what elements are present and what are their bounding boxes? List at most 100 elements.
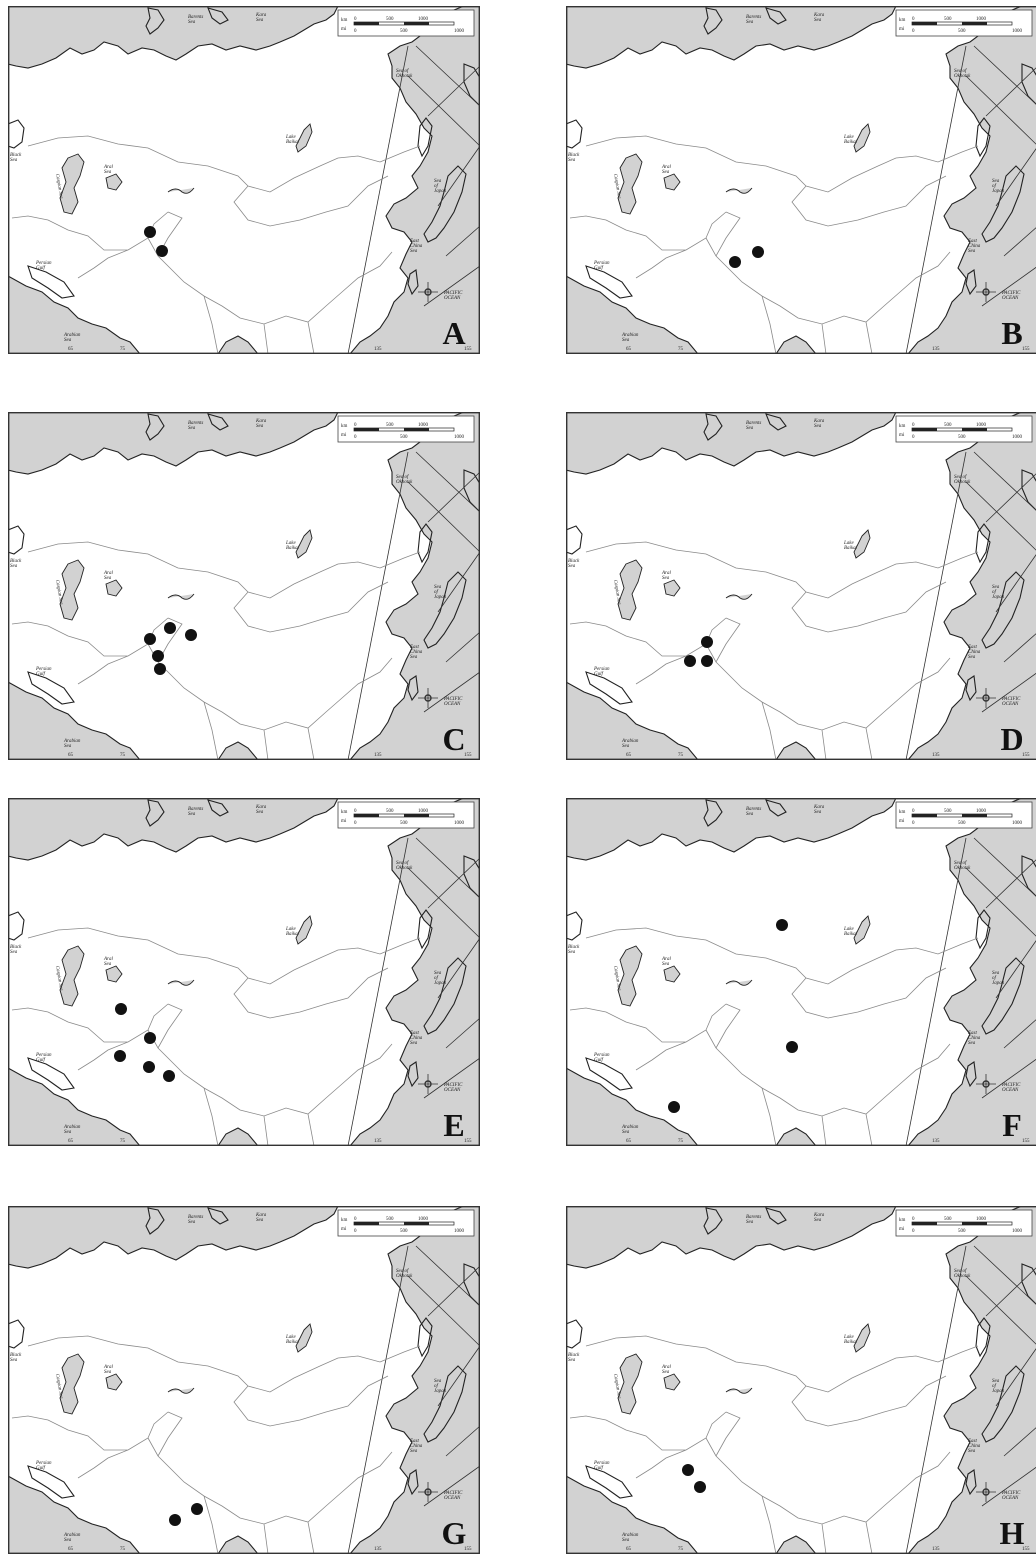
label-barents-sea-line: Barents bbox=[188, 421, 203, 426]
compass-rose-icon bbox=[976, 282, 996, 302]
scale-mi-tick: 1000 bbox=[454, 29, 465, 34]
caspian-sea bbox=[59, 153, 85, 215]
basemap: Sea ofOkhotskLakeBaikalAralSeaBlackSeaCa… bbox=[566, 1206, 1036, 1554]
arctic-ocean bbox=[8, 798, 338, 860]
scale-km-label: km bbox=[341, 424, 348, 429]
longitude-65: 65 bbox=[626, 1547, 632, 1552]
label-arabian-sea-line: Sea bbox=[622, 1130, 630, 1135]
scale-mi-label: mi bbox=[341, 1227, 347, 1232]
label-sea-of-okhotsk-line: Sea of bbox=[396, 69, 409, 74]
label-east-china-sea-line: China bbox=[968, 650, 981, 655]
label-aral-sea-line: Sea bbox=[104, 170, 112, 175]
label-east-china-sea-line: China bbox=[968, 1036, 981, 1041]
label-sea-of-japan-line: Japan bbox=[434, 981, 447, 986]
label-east-china-sea-line: China bbox=[410, 1444, 423, 1449]
label-kara-sea-line: Kara bbox=[813, 1213, 825, 1218]
scale-km-tick: 500 bbox=[944, 17, 952, 22]
label-aral-sea-line: Aral bbox=[103, 1365, 114, 1370]
scale-km-tick: 0 bbox=[354, 423, 357, 428]
label-persian-gulf-line: Gulf bbox=[594, 266, 604, 271]
label-east-china-sea-line: East bbox=[967, 1031, 978, 1036]
label-east-china-sea-line: Sea bbox=[968, 249, 976, 254]
lake-balkhash bbox=[167, 979, 195, 986]
label-pacific-ocean-line: PACIFIC bbox=[443, 697, 463, 702]
map-svg: Sea ofOkhotskLakeBaikalAralSeaBlackSeaCa… bbox=[8, 6, 480, 354]
longitude-135: 135 bbox=[932, 1547, 940, 1552]
occurrence-point bbox=[185, 629, 197, 641]
label-persian-gulf-line: Gulf bbox=[36, 1466, 46, 1471]
lake-balkhash bbox=[167, 187, 195, 194]
label-sea-of-okhotsk-line: Sea of bbox=[396, 475, 409, 480]
label-lake-baikal-line: Baikal bbox=[286, 140, 300, 145]
label-caspian-sea: Caspian Sea bbox=[54, 1373, 63, 1399]
label-persian-gulf-line: Persian bbox=[35, 1053, 52, 1058]
map-panel-e: Sea of Okhotsk Lake Baikal Aral Sea Black Sea Ca… bbox=[8, 798, 480, 1146]
label-east-china-sea-line: East bbox=[967, 239, 978, 244]
label-arabian-sea-line: Arabian bbox=[63, 739, 81, 744]
label-sea-of-okhotsk-line: Okhotsk bbox=[396, 1274, 413, 1279]
label-persian-gulf-line: Gulf bbox=[594, 1466, 604, 1471]
lake-balkhash bbox=[725, 979, 753, 986]
label-arabian-sea-line: Sea bbox=[64, 744, 72, 749]
label-pacific-ocean-line: OCEAN bbox=[1002, 702, 1019, 707]
label-kara-sea-line: Sea bbox=[256, 1218, 264, 1223]
label-sea-of-okhotsk-line: Sea of bbox=[954, 475, 967, 480]
label-barents-sea-line: Sea bbox=[746, 812, 754, 817]
longitude-135: 135 bbox=[932, 347, 940, 352]
scale-bar: km mi 0 500 1000 0 500 1000 bbox=[895, 1209, 1033, 1237]
arabian-sea bbox=[8, 682, 140, 760]
label-east-china-sea-line: Sea bbox=[968, 1041, 976, 1046]
scale-km-label: km bbox=[899, 1218, 906, 1223]
occurrence-point bbox=[143, 1061, 155, 1073]
label-kara-sea-line: Kara bbox=[255, 1213, 267, 1218]
label-east-china-sea-line: Sea bbox=[410, 1041, 418, 1046]
scale-km-tick: 0 bbox=[912, 17, 915, 22]
label-black-sea-line: Sea bbox=[568, 564, 576, 569]
label-black-sea-line: Sea bbox=[10, 1358, 18, 1363]
label-pacific-ocean-line: OCEAN bbox=[444, 702, 461, 707]
label-sea-of-okhotsk-line: Okhotsk bbox=[954, 74, 971, 79]
label-caspian-sea: Caspian Sea bbox=[612, 173, 621, 199]
label-black-sea-line: Black bbox=[568, 559, 580, 564]
label-pacific-ocean-line: OCEAN bbox=[444, 1496, 461, 1501]
label-arabian-sea-line: Sea bbox=[622, 744, 630, 749]
compass-rose-icon bbox=[418, 1074, 438, 1094]
longitude-135: 135 bbox=[374, 347, 382, 352]
label-persian-gulf-line: Persian bbox=[593, 1053, 610, 1058]
label-arabian-sea-line: Arabian bbox=[621, 1533, 639, 1538]
basemap: Sea ofOkhotskLakeBaikalAralSeaBlackSeaCa… bbox=[8, 798, 480, 1146]
label-persian-gulf-line: Gulf bbox=[594, 672, 604, 677]
longitude-75: 75 bbox=[120, 347, 126, 352]
caspian-sea bbox=[617, 153, 643, 215]
scale-mi-tick: 500 bbox=[958, 1229, 966, 1234]
lake-balkhash bbox=[725, 593, 753, 600]
label-east-china-sea-line: China bbox=[410, 650, 423, 655]
map-panel-h: Sea of Okhotsk Lake Baikal Aral Sea Black Sea Ca… bbox=[566, 1206, 1036, 1554]
occurrence-point bbox=[144, 1032, 156, 1044]
lake-balkhash bbox=[167, 1387, 195, 1394]
aral-sea bbox=[663, 1373, 681, 1391]
label-aral-sea-line: Sea bbox=[662, 576, 670, 581]
scale-km-tick: 1000 bbox=[418, 17, 429, 22]
